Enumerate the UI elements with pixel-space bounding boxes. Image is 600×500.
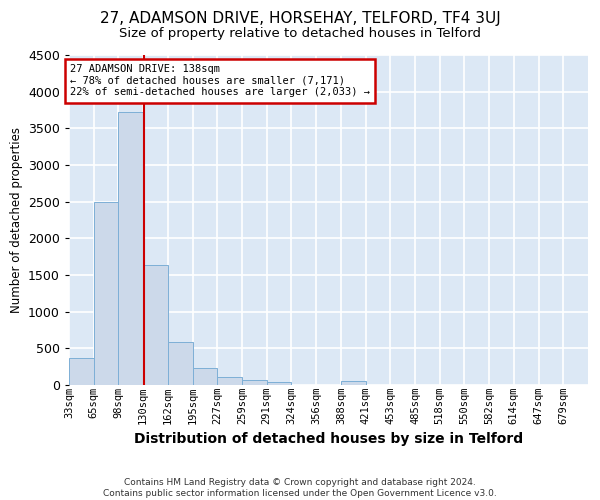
Bar: [217, 377, 242, 385]
X-axis label: Distribution of detached houses by size in Telford: Distribution of detached houses by size …: [134, 432, 523, 446]
Bar: [267, 382, 292, 385]
Bar: [242, 380, 267, 385]
Text: 27, ADAMSON DRIVE, HORSEHAY, TELFORD, TF4 3UJ: 27, ADAMSON DRIVE, HORSEHAY, TELFORD, TF…: [100, 11, 500, 26]
Text: Size of property relative to detached houses in Telford: Size of property relative to detached ho…: [119, 28, 481, 40]
Bar: [118, 112, 143, 385]
Bar: [94, 202, 118, 385]
Bar: [143, 266, 168, 385]
Bar: [193, 368, 217, 385]
Bar: [69, 358, 94, 385]
Bar: [168, 342, 193, 385]
Text: Contains HM Land Registry data © Crown copyright and database right 2024.
Contai: Contains HM Land Registry data © Crown c…: [103, 478, 497, 498]
Y-axis label: Number of detached properties: Number of detached properties: [10, 127, 23, 313]
Text: 27 ADAMSON DRIVE: 138sqm
← 78% of detached houses are smaller (7,171)
22% of sem: 27 ADAMSON DRIVE: 138sqm ← 78% of detach…: [70, 64, 370, 98]
Bar: [341, 382, 365, 385]
